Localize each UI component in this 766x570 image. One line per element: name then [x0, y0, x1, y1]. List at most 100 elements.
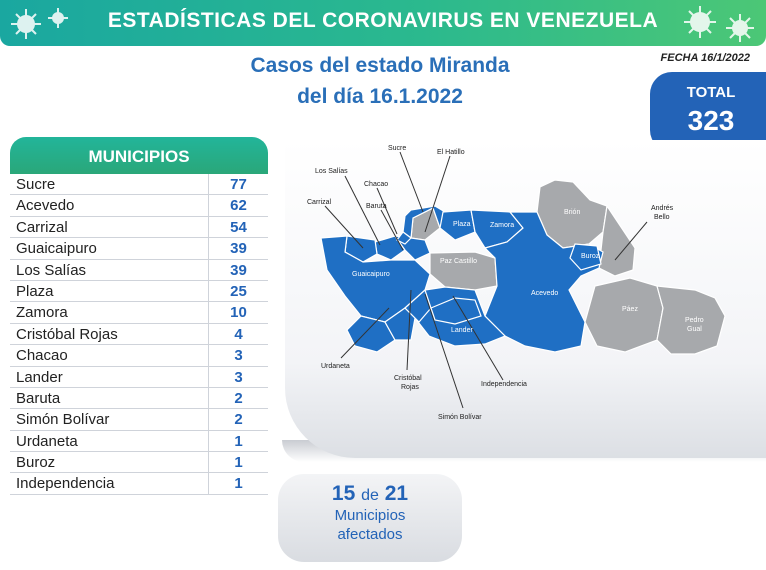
municipios-header: MUNICIPIOS	[10, 137, 268, 174]
map-label-baruta: Baruta	[366, 203, 387, 210]
municipio-name: Los Salías	[16, 261, 87, 279]
map-label-andres-bello-1: Andrés	[651, 205, 674, 212]
municipio-count: 62	[208, 195, 268, 216]
table-row: Plaza 25	[10, 280, 268, 303]
table-row: Buroz 1	[10, 452, 268, 474]
table-row: Cristóbal Rojas 4	[10, 323, 268, 346]
municipio-name: Plaza	[16, 282, 54, 300]
region-pedro-gual	[656, 285, 726, 355]
region-chacao	[396, 231, 412, 245]
region-andres-bello	[598, 204, 636, 277]
municipio-name: Independencia	[16, 475, 115, 493]
map-label-acevedo: Acevedo	[531, 290, 558, 297]
region-simon-bolivar	[404, 288, 432, 323]
map-label-pedro-gual-2: Gual	[687, 326, 702, 333]
map-label-andres-bello-2: Bello	[654, 214, 670, 221]
table-row: Simón Bolívar 2	[10, 409, 268, 431]
municipio-name: Sucre	[16, 176, 56, 193]
map-label-simon-bolivar: Simón Bolívar	[438, 414, 482, 421]
map-label-guaicaipuro: Guaicaipuro	[352, 271, 390, 278]
total-box: TOTAL 323	[650, 72, 766, 152]
affected-line2: afectados	[337, 526, 403, 543]
map-label-buroz: Buroz	[581, 253, 600, 260]
municipio-count: 3	[208, 345, 268, 366]
region-plaza	[439, 209, 476, 241]
page-title: ESTADÍSTICAS DEL CORONAVIRUS EN VENEZUEL…	[107, 9, 659, 32]
municipio-count: 39	[208, 238, 268, 259]
table-row: Los Salías 39	[10, 259, 268, 281]
table-row: Sucre 77	[10, 174, 268, 196]
table-row: Guaicaipuro 39	[10, 238, 268, 260]
region-guaicaipuro	[320, 235, 431, 323]
table-row: Carrizal 54	[10, 216, 268, 239]
virus-icon-right	[684, 6, 754, 42]
municipio-count: 2	[208, 409, 268, 430]
table-row: Chacao 3	[10, 345, 268, 367]
municipio-count: 1	[208, 430, 268, 452]
miranda-map: Sucre El Hatillo Los Salías Chacao Carri…	[307, 145, 726, 421]
affected-count-line: 15 de 21	[278, 482, 462, 506]
affected-total: 21	[384, 482, 409, 505]
map-label-chacao: Chacao	[364, 181, 388, 188]
subtitle: Casos del estado Miranda del día 16.1.20…	[220, 50, 540, 112]
region-cristobal-rojas	[384, 307, 416, 341]
map-label-sucre: Sucre	[388, 145, 406, 152]
municipio-name: Zamora	[16, 304, 68, 322]
municipio-count: 1	[208, 473, 268, 494]
municipio-name: Cristóbal Rojas	[16, 325, 118, 343]
municipio-count: 39	[208, 259, 268, 280]
header-banner: ESTADÍSTICAS DEL CORONAVIRUS EN VENEZUEL…	[0, 0, 766, 46]
map-label-carrizal: Carrizal	[307, 199, 332, 206]
subtitle-line1: Casos del estado Miranda	[250, 54, 510, 77]
affected-box: 15 de 21 Municipios afectados	[278, 474, 462, 562]
map-label-plaza: Plaza	[453, 221, 471, 228]
municipio-name: Carrizal	[16, 218, 68, 236]
subtitle-line2: del día 16.1.2022	[297, 85, 463, 108]
map-label-zamora: Zamora	[490, 222, 514, 229]
table-row: Independencia 1	[10, 473, 268, 495]
date-label: FECHA 16/1/2022	[660, 52, 750, 64]
affected-line1: Municipios	[334, 507, 406, 524]
region-sucre	[402, 205, 446, 240]
municipio-count: 25	[208, 280, 268, 302]
municipio-count: 2	[208, 387, 268, 409]
virus-icon	[11, 8, 68, 39]
map-label-independencia: Independencia	[481, 381, 527, 388]
map-label-el-hatillo: El Hatillo	[437, 149, 465, 156]
affected-of: de	[361, 487, 379, 504]
region-buroz	[569, 243, 602, 271]
municipio-name: Baruta	[16, 389, 61, 407]
municipio-count: 1	[208, 452, 268, 473]
table-row: Baruta 2	[10, 387, 268, 410]
affected-count: 15	[331, 482, 356, 505]
municipio-name: Urdaneta	[16, 432, 78, 450]
map-label-paez: Páez	[622, 306, 638, 313]
region-paez	[584, 277, 664, 353]
map-label-pedro-gual-1: Pedro	[685, 317, 704, 324]
municipio-name: Chacao	[16, 347, 68, 365]
map-label-paz-castillo: Paz Castillo	[440, 258, 477, 265]
table-row: Zamora 10	[10, 302, 268, 324]
municipio-name: Lander	[16, 368, 63, 386]
table-row: Lander 3	[10, 366, 268, 388]
municipios-table: Sucre 77 Acevedo 62 Carrizal 54 Guaicaipuro 39 L…	[10, 174, 268, 495]
municipio-name: Simón Bolívar	[16, 411, 110, 429]
map-label-brion: Brión	[564, 209, 580, 216]
region-independencia	[430, 297, 482, 325]
municipio-count: 54	[208, 216, 268, 238]
region-paz-castillo	[429, 251, 498, 291]
map-label-los-salias: Los Salías	[315, 168, 348, 175]
municipio-name: Acevedo	[16, 197, 75, 215]
municipio-count: 4	[208, 323, 268, 345]
map-label-cristobal-rojas-1: Cristóbal	[394, 375, 422, 382]
municipio-name: Guaicaipuro	[16, 240, 97, 258]
municipio-count: 77	[208, 174, 268, 195]
map-label-cristobal-rojas-2: Rojas	[401, 384, 419, 391]
table-row: Urdaneta 1	[10, 430, 268, 453]
municipio-count: 10	[208, 302, 268, 323]
map-label-lander: Lander	[451, 327, 473, 334]
municipio-name: Buroz	[16, 454, 56, 472]
map-label-urdaneta: Urdaneta	[321, 363, 350, 370]
total-value: 323	[687, 105, 735, 136]
table-row: Acevedo 62	[10, 195, 268, 217]
